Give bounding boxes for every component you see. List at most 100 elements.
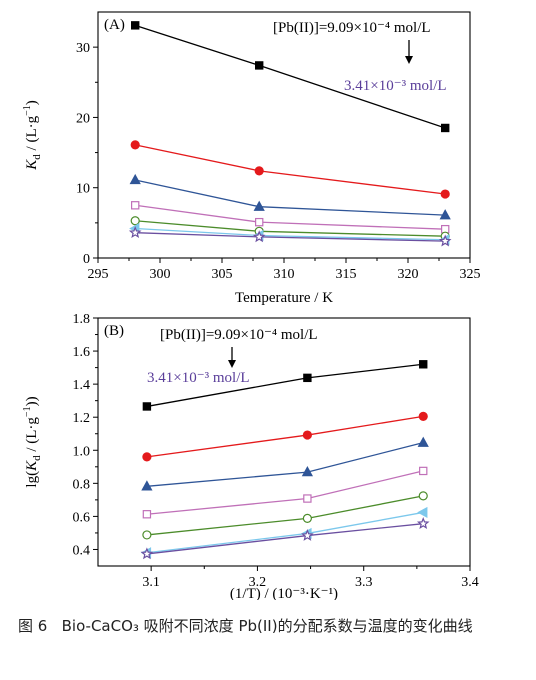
y-tick-label: 1.8 (73, 312, 91, 327)
annotation-arrow-head (405, 56, 413, 64)
caption-text: Bio-CaCO₃ 吸附不同浓度 Pb(II)的分配系数与温度的变化曲线 (61, 617, 473, 635)
series-line (135, 232, 446, 242)
y-axis-label-part: lg( (24, 471, 40, 488)
series-2 (142, 411, 428, 462)
series-7 (128, 226, 452, 247)
y-axis-label: lg(Kd / (L·g−1)) (22, 396, 43, 487)
data-point (418, 491, 428, 501)
series-7 (140, 517, 430, 560)
y-axis-label-part: / (L·g (24, 115, 40, 154)
x-axis-label: (1/T) / (10⁻³·K⁻¹) (230, 586, 338, 600)
annotation-high-concentration: [Pb(II)]=9.09×10⁻⁴ mol/L (160, 327, 318, 343)
annotation-low-concentration: 3.41×10⁻³ mol/L (147, 370, 250, 386)
series-4 (142, 466, 428, 519)
data-point (301, 528, 314, 541)
chart-panel-a: 295 300 305 310 315 320 325 0 10 20 30 (A) [Pb(II)]=… (22, 11, 481, 306)
y-axis-label-part: )) (24, 396, 40, 406)
y-tick-label: 20 (76, 111, 90, 126)
data-point (142, 510, 152, 519)
figure-svg: 295 300 305 310 315 320 325 0 10 20 30 (A) [Pb(II)]=… (22, 11, 481, 600)
chart-panel-b: 3.1 3.2 3.3 3.4 0.4 0.6 0.8 1.0 1.2 1.4 1.6 1.8 (B) [… (22, 312, 479, 600)
series-line (135, 144, 446, 195)
data-point (417, 436, 429, 447)
x-tick-label: 320 (398, 267, 419, 282)
data-point (301, 466, 313, 477)
series-line (135, 204, 446, 230)
series-line (135, 24, 446, 129)
caption-prefix: 图 6 (18, 617, 48, 635)
y-axis-label-part: d (31, 455, 43, 461)
y-tick-label: 10 (76, 182, 90, 197)
series-line (146, 442, 424, 487)
series-3 (141, 436, 429, 491)
data-point (303, 494, 312, 503)
x-tick-label: 325 (460, 267, 481, 282)
data-point (252, 230, 266, 243)
y-tick-label: 0 (83, 252, 90, 267)
series-line (146, 415, 424, 458)
data-point (302, 430, 312, 440)
series-5 (142, 491, 428, 540)
data-point (438, 234, 452, 247)
y-tick-label: 1.2 (73, 411, 91, 426)
y-tick-label: 1.0 (73, 444, 91, 459)
y-axis-label-part: K (24, 460, 40, 472)
series-line (146, 495, 424, 536)
data-point (253, 200, 265, 211)
x-tick-label: 310 (274, 267, 295, 282)
x-tick-label: 315 (336, 267, 357, 282)
plot-frame (97, 11, 471, 259)
y-tick-label: 0.4 (73, 543, 91, 558)
x-tick-label: 3.3 (355, 575, 373, 590)
annotation-arrow-head (228, 360, 236, 368)
data-point (142, 452, 152, 462)
data-point (130, 140, 140, 150)
x-tick-label: 295 (88, 267, 109, 282)
data-point (254, 166, 264, 176)
data-point (419, 360, 428, 369)
y-axis-label-part: / (L·g (24, 417, 40, 456)
series-3 (129, 173, 451, 220)
x-tick-label: 300 (150, 267, 171, 282)
series-1 (142, 360, 428, 411)
data-point (255, 217, 264, 227)
y-axis-label-part: −1 (22, 406, 33, 417)
data-point (141, 480, 153, 491)
series-line (146, 470, 424, 515)
x-tick-label: 3.2 (249, 575, 267, 590)
y-axis-label-part: d (31, 154, 43, 160)
data-point (128, 226, 142, 239)
data-point (131, 201, 140, 210)
data-point (302, 513, 312, 523)
data-point (441, 123, 450, 133)
data-point (130, 216, 140, 226)
y-tick-label: 0.6 (73, 510, 91, 525)
x-tick-label: 305 (212, 267, 233, 282)
data-point (140, 547, 154, 560)
data-point (129, 173, 141, 185)
data-point (142, 530, 152, 540)
data-point (131, 21, 140, 30)
panel-label: (A) (104, 17, 125, 33)
data-point (142, 402, 152, 411)
y-tick-label: 1.6 (73, 345, 91, 360)
annotation-high-concentration: [Pb(II)]=9.09×10⁻⁴ mol/L (273, 20, 431, 36)
y-axis-label-part: K (24, 159, 40, 171)
y-axis-label-part: −1 (22, 105, 33, 116)
series-line (146, 523, 424, 555)
panel-label: (B) (104, 323, 124, 339)
series-4 (131, 201, 450, 234)
data-point (416, 517, 430, 530)
y-axis-label: Kd / (L·g−1) (22, 100, 43, 170)
x-tick-label: 3.1 (142, 575, 160, 590)
data-point (418, 411, 428, 421)
series-1 (131, 21, 450, 133)
x-tick-label: 3.4 (461, 575, 479, 590)
data-point (255, 61, 264, 70)
series-line (146, 511, 424, 554)
y-tick-label: 0.8 (73, 477, 91, 492)
series-line (135, 179, 446, 216)
y-axis-label-part: ) (24, 100, 40, 105)
plot-frame (97, 317, 471, 567)
x-axis-label: Temperature / K (235, 290, 333, 306)
